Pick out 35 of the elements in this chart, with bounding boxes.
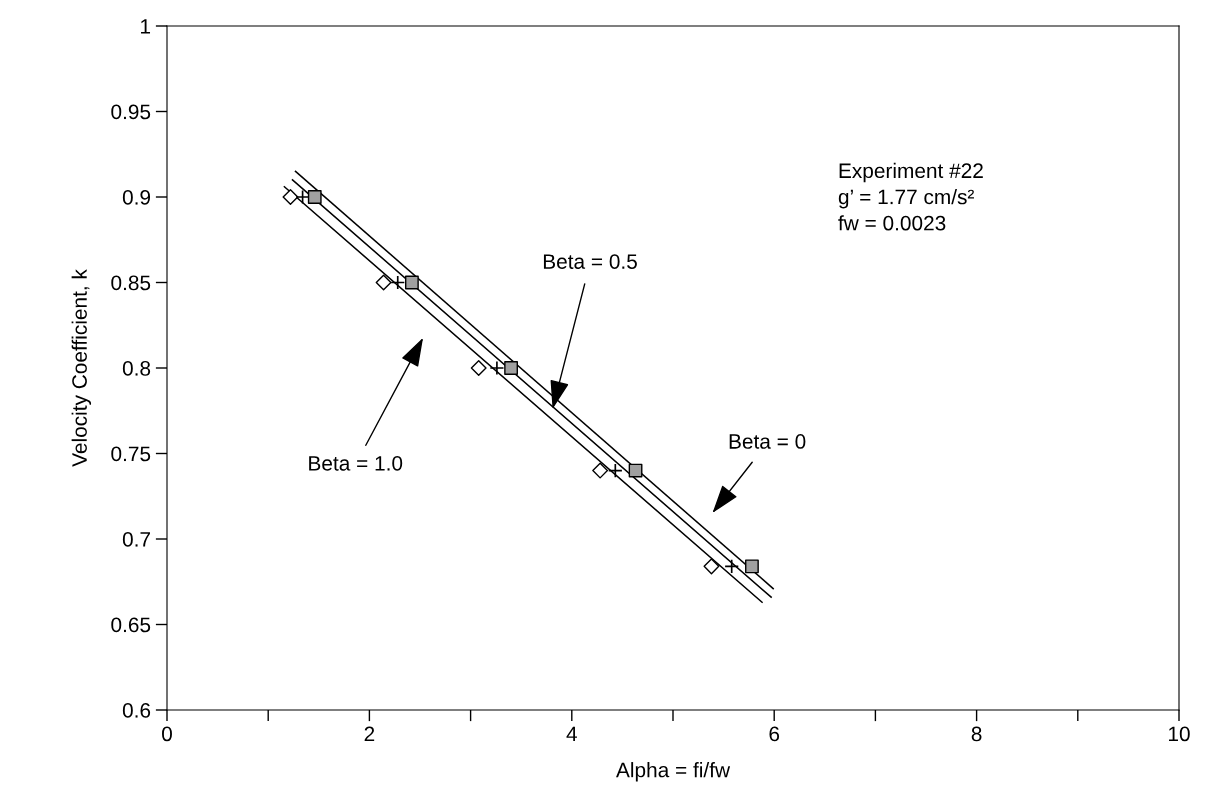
y-tick-label: 0.95 bbox=[111, 104, 151, 120]
x-tick-label: 4 bbox=[566, 726, 577, 742]
annotation: Beta = 0 bbox=[729, 434, 806, 449]
annotation: Beta = 0.5 bbox=[543, 254, 637, 269]
y-tick-label: 0.75 bbox=[111, 446, 151, 462]
point bbox=[470, 360, 487, 376]
point bbox=[724, 558, 740, 574]
point bbox=[745, 559, 759, 574]
annotation: Experiment #22 g’ = 1.77 cm/s² fw = 0.0023 bbox=[838, 162, 983, 231]
point bbox=[390, 275, 406, 290]
point bbox=[703, 558, 720, 575]
x-tick-label: 0 bbox=[162, 726, 172, 742]
point bbox=[504, 361, 518, 375]
x-tick-label: 6 bbox=[769, 726, 780, 742]
x-tick-label: 10 bbox=[1169, 726, 1190, 742]
point bbox=[628, 463, 643, 478]
point bbox=[489, 360, 505, 376]
y-tick-label: 0.6 bbox=[122, 703, 151, 718]
y-tick-label: 0.65 bbox=[111, 617, 151, 633]
point bbox=[307, 190, 322, 204]
x-tick-label: 2 bbox=[364, 726, 375, 742]
y-tick-label: 0.8 bbox=[122, 361, 151, 376]
point bbox=[592, 462, 609, 479]
point bbox=[404, 275, 419, 290]
y-tick-label: 0.7 bbox=[122, 532, 150, 547]
x-axis-title: Alpha = fi/fw bbox=[616, 762, 731, 782]
y-tick-label: 1 bbox=[141, 19, 151, 34]
y-tick-label: 0.85 bbox=[111, 275, 151, 291]
annotation: Beta = 1.0 bbox=[309, 455, 403, 471]
y-tick-label: 0.9 bbox=[122, 190, 151, 205]
point bbox=[375, 274, 392, 291]
y-axis-title: Velocity Coefficient, k bbox=[71, 269, 92, 467]
point bbox=[607, 463, 623, 479]
x-tick-label: 8 bbox=[971, 726, 982, 742]
point bbox=[282, 189, 299, 205]
